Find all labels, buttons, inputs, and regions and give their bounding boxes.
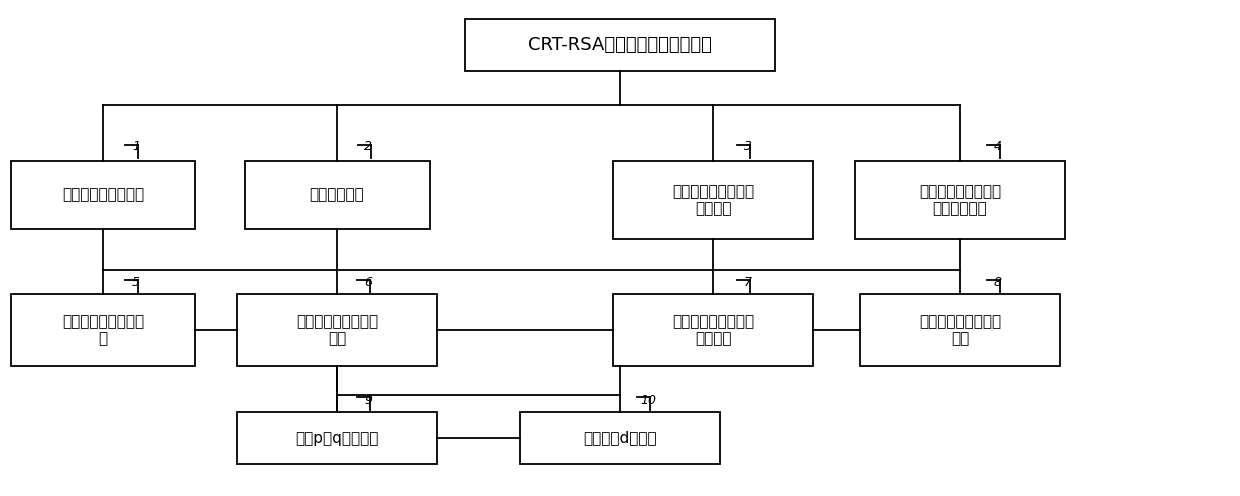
Bar [520, 412, 720, 464]
Text: 8: 8 [994, 275, 1002, 289]
Bar [237, 412, 436, 464]
Text: 1: 1 [131, 140, 140, 153]
Bar [10, 294, 196, 366]
Text: 功耗曲线截取重组预
处理模块: 功耗曲线截取重组预 处理模块 [672, 184, 754, 216]
Bar [856, 161, 1065, 239]
Bar [10, 161, 196, 229]
Text: 幂指数字节汉明重量
计算模块: 幂指数字节汉明重量 计算模块 [672, 314, 754, 346]
Text: 分段幂指数攻击推断
模块: 分段幂指数攻击推断 模块 [919, 314, 1001, 346]
Text: 6: 6 [365, 275, 372, 289]
Text: CRT-RSA选择明文联合攻击系统: CRT-RSA选择明文联合攻击系统 [528, 36, 712, 54]
Text: 4: 4 [994, 140, 1002, 153]
Bar [244, 161, 429, 229]
Bar [861, 294, 1060, 366]
Bar [237, 294, 436, 366]
Bar [613, 161, 813, 239]
Text: 5: 5 [131, 275, 140, 289]
Text: 明文对模乘功耗差值
二次处理模块: 明文对模乘功耗差值 二次处理模块 [919, 184, 1001, 216]
Bar [465, 19, 775, 71]
Text: 10: 10 [640, 393, 656, 407]
Text: 3: 3 [744, 140, 751, 153]
Text: 存取数功耗分类处理
模块: 存取数功耗分类处理 模块 [296, 314, 378, 346]
Text: 9: 9 [365, 393, 372, 407]
Text: 恢复私钥d值模块: 恢复私钥d值模块 [583, 431, 657, 445]
Text: 2: 2 [365, 140, 372, 153]
Text: 7: 7 [744, 275, 751, 289]
Text: 功耗采集模块: 功耗采集模块 [310, 187, 365, 202]
Bar [613, 294, 813, 366]
Text: 特定明文对计算模块: 特定明文对计算模块 [62, 187, 144, 202]
Text: 模乘功耗分类处理模
块: 模乘功耗分类处理模 块 [62, 314, 144, 346]
Text: 计算p和q的值模块: 计算p和q的值模块 [295, 431, 378, 445]
